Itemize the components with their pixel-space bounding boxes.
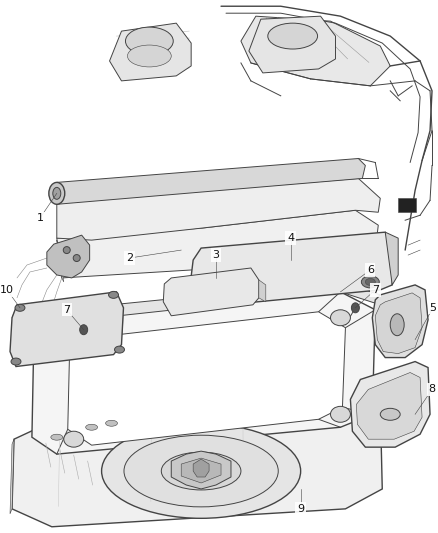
Text: 6: 6	[367, 265, 374, 275]
Polygon shape	[259, 280, 266, 302]
Ellipse shape	[64, 431, 84, 447]
Polygon shape	[110, 23, 191, 81]
Ellipse shape	[73, 255, 80, 262]
Ellipse shape	[11, 358, 21, 365]
Text: 2: 2	[126, 253, 133, 263]
Polygon shape	[68, 312, 346, 445]
Ellipse shape	[80, 325, 88, 335]
Ellipse shape	[49, 182, 65, 204]
Ellipse shape	[81, 337, 102, 353]
Ellipse shape	[63, 247, 70, 254]
Ellipse shape	[331, 310, 350, 326]
Polygon shape	[375, 293, 422, 353]
Text: 4: 4	[287, 233, 294, 243]
Polygon shape	[163, 268, 259, 316]
Ellipse shape	[380, 408, 400, 421]
Polygon shape	[12, 390, 382, 527]
Polygon shape	[47, 235, 90, 278]
Polygon shape	[372, 285, 428, 358]
Ellipse shape	[109, 292, 119, 298]
Ellipse shape	[124, 435, 278, 507]
Polygon shape	[57, 210, 378, 278]
Bar	[398, 198, 416, 212]
Ellipse shape	[125, 27, 173, 55]
Text: 3: 3	[212, 250, 219, 260]
Text: 10: 10	[0, 285, 14, 295]
Ellipse shape	[351, 303, 359, 313]
Text: 7: 7	[63, 305, 71, 315]
Polygon shape	[357, 373, 422, 439]
Text: 7: 7	[372, 285, 379, 295]
Ellipse shape	[127, 45, 171, 67]
Ellipse shape	[331, 406, 350, 422]
Text: 5: 5	[430, 303, 437, 313]
Ellipse shape	[53, 188, 61, 199]
Ellipse shape	[15, 304, 25, 311]
Polygon shape	[385, 232, 398, 285]
Polygon shape	[241, 16, 390, 86]
Polygon shape	[57, 179, 380, 240]
Ellipse shape	[114, 346, 124, 353]
Ellipse shape	[268, 23, 318, 49]
Text: 9: 9	[297, 504, 304, 514]
Polygon shape	[10, 439, 14, 514]
Polygon shape	[181, 458, 221, 483]
Text: 1: 1	[36, 213, 43, 223]
Ellipse shape	[365, 278, 375, 285]
Ellipse shape	[51, 434, 63, 440]
Polygon shape	[57, 158, 365, 204]
Polygon shape	[350, 361, 430, 447]
Ellipse shape	[102, 424, 300, 518]
Polygon shape	[10, 292, 124, 367]
Ellipse shape	[390, 314, 404, 336]
Polygon shape	[193, 459, 209, 477]
Ellipse shape	[86, 424, 98, 430]
Polygon shape	[72, 282, 380, 320]
Text: 8: 8	[428, 384, 435, 394]
Polygon shape	[171, 451, 231, 489]
Ellipse shape	[361, 276, 379, 288]
Polygon shape	[57, 240, 64, 282]
Ellipse shape	[161, 452, 241, 490]
Polygon shape	[32, 292, 375, 454]
Ellipse shape	[106, 421, 117, 426]
Polygon shape	[189, 232, 392, 308]
Polygon shape	[249, 16, 336, 73]
